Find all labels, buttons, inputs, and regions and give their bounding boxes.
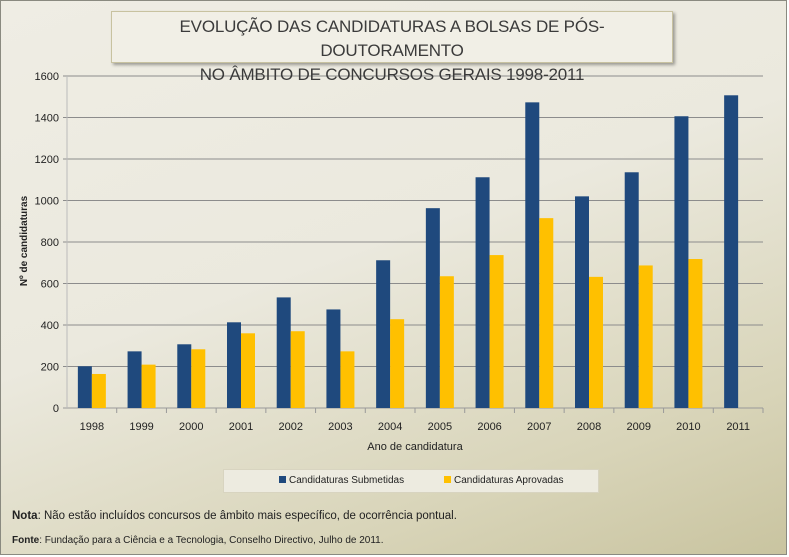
- legend-label: Candidaturas Aprovadas: [454, 475, 564, 486]
- source: Fonte: Fundação para a Ciência e a Tecno…: [12, 535, 384, 546]
- bar-submetidas-2000: [177, 344, 192, 408]
- bar-submetidas-1999: [127, 351, 142, 408]
- legend-label: Candidaturas Submetidas: [289, 475, 405, 486]
- chart-title: EVOLUÇÃO DAS CANDIDATURAS A BOLSAS DE PÓ…: [111, 11, 673, 84]
- x-tick-label: 2002: [278, 421, 302, 433]
- y-axis-label: Nº de candidaturas: [19, 195, 30, 286]
- y-tick-label: 600: [41, 279, 59, 291]
- x-tick-label: 2001: [229, 421, 253, 433]
- bar-submetidas-2009: [624, 172, 639, 408]
- bar-submetidas-2002: [276, 297, 291, 408]
- bar-aprovadas-2007: [539, 218, 554, 408]
- x-tick-label: 2009: [626, 421, 650, 433]
- bar-submetidas-1998: [77, 366, 92, 408]
- bar-submetidas-2005: [425, 208, 440, 408]
- x-tick-label: 2004: [378, 421, 402, 433]
- bar-submetidas-2010: [674, 116, 689, 408]
- bar-aprovadas-2008: [589, 276, 603, 408]
- bar-submetidas-2001: [227, 322, 241, 408]
- bar-submetidas-2004: [376, 260, 391, 408]
- y-tick-label: 0: [53, 403, 59, 415]
- bar-submetidas-2008: [575, 196, 589, 408]
- x-tick-label: 2008: [577, 421, 601, 433]
- legend-swatch: [279, 476, 286, 483]
- source-label: Fonte: [12, 535, 40, 546]
- x-axis-label: Ano de candidatura: [367, 441, 463, 453]
- bar-aprovadas-2001: [241, 333, 255, 408]
- x-tick-label: 2003: [328, 421, 352, 433]
- bar-aprovadas-2002: [290, 331, 305, 408]
- source-text: : Fundação para a Ciência e a Tecnologia…: [39, 535, 384, 546]
- x-tick-label: 2007: [527, 421, 551, 433]
- y-tick-label: 1600: [35, 71, 59, 83]
- y-tick-label: 1200: [35, 154, 59, 166]
- x-tick-label: 2000: [179, 421, 203, 433]
- bar-aprovadas-2000: [191, 349, 206, 408]
- title-line-1: EVOLUÇÃO DAS CANDIDATURAS A BOLSAS DE PÓ…: [179, 17, 605, 60]
- bar-aprovadas-1998: [91, 373, 106, 408]
- note-label: Nota: [12, 510, 38, 522]
- legend-swatch: [444, 476, 451, 483]
- note-text: : Não estão incluídos concursos de âmbit…: [37, 510, 457, 522]
- x-tick-label: 2011: [726, 421, 750, 433]
- bar-aprovadas-2009: [638, 265, 653, 408]
- bar-chart: 0 200 400 600 800 1000 1200 1400 1600 1998 1999 200…: [19, 71, 764, 453]
- y-tick-label: 1400: [35, 113, 59, 125]
- bar-aprovadas-2003: [340, 351, 355, 408]
- bar-aprovadas-1999: [141, 364, 156, 408]
- bar-aprovadas-2005: [439, 276, 454, 408]
- x-tick-label: 2006: [477, 421, 501, 433]
- bar-submetidas-2003: [326, 309, 341, 408]
- y-tick-label: 400: [41, 320, 59, 332]
- x-tick-label: 2005: [428, 421, 452, 433]
- legend: Candidaturas Submetidas Candidaturas Apr…: [223, 469, 599, 493]
- x-tick-label: 1998: [80, 421, 104, 433]
- bar-submetidas-2007: [525, 102, 540, 408]
- legend-item-aprovadas: Candidaturas Aprovadas: [444, 475, 564, 486]
- x-tick-label: 2010: [676, 421, 700, 433]
- y-tick-label: 1000: [35, 196, 59, 208]
- bar-aprovadas-2004: [390, 319, 405, 408]
- bar-submetidas-2011: [724, 95, 739, 409]
- y-tick-label: 800: [41, 237, 59, 249]
- bar-aprovadas-2006: [489, 255, 504, 408]
- y-tick-label: 200: [41, 362, 59, 374]
- x-tick-label: 1999: [129, 421, 153, 433]
- title-line-2: NO ÂMBITO DE CONCURSOS GERAIS 1998-2011: [199, 65, 585, 84]
- note: Nota: Não estão incluídos concursos de â…: [12, 510, 457, 522]
- legend-item-submetidas: Candidaturas Submetidas: [279, 475, 404, 486]
- bar-aprovadas-2010: [688, 259, 703, 408]
- bar-submetidas-2006: [475, 177, 490, 408]
